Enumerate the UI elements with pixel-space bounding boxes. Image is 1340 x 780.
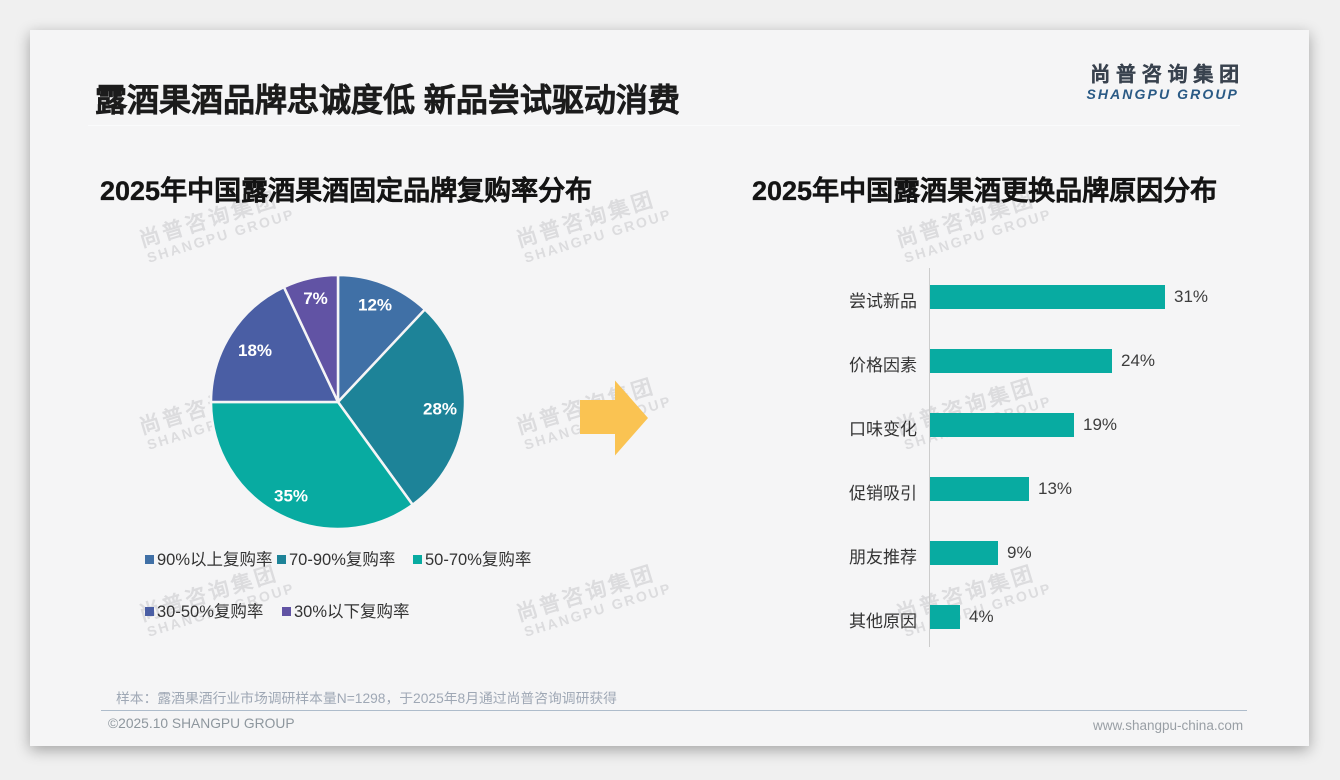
svg-text:12%: 12% <box>358 296 392 315</box>
svg-text:7%: 7% <box>303 289 328 308</box>
svg-text:18%: 18% <box>238 341 272 360</box>
svg-text:28%: 28% <box>423 400 457 419</box>
svg-text:35%: 35% <box>274 487 308 506</box>
